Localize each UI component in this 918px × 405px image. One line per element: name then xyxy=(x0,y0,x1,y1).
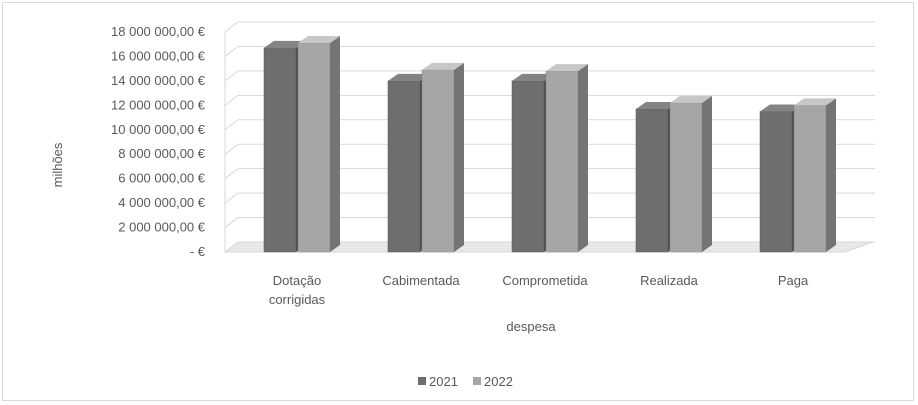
legend-item: 2022 xyxy=(473,374,513,389)
bar-2022-2 xyxy=(545,64,588,253)
y-tick-label: 12 000 000,00 € xyxy=(111,97,206,112)
x-axis-title: despesa xyxy=(506,319,556,334)
legend-label: 2022 xyxy=(484,374,513,389)
bar-top xyxy=(388,73,430,81)
y-tick-label: 16 000 000,00 € xyxy=(111,48,206,63)
bar-top xyxy=(636,102,678,109)
bar-front xyxy=(635,108,669,253)
bar-side xyxy=(330,36,340,252)
bar-top xyxy=(512,73,554,81)
bar-2022-3 xyxy=(669,95,712,253)
bar-front xyxy=(759,111,793,253)
y-tick-label: 8 000 000,00 € xyxy=(118,146,206,161)
gridline xyxy=(224,94,875,106)
bar-top xyxy=(298,36,340,43)
bar-side xyxy=(454,62,464,253)
bar-top xyxy=(760,104,802,112)
bar-2022-0 xyxy=(297,36,340,253)
bar-side xyxy=(578,64,588,252)
category-label: Realizada xyxy=(640,273,699,288)
y-axis-ticks: - € 2 000 000,00 € 4 000 000,00 € 6 000 000… xyxy=(111,24,206,259)
bar-top xyxy=(670,95,712,103)
y-tick-label: 10 000 000,00 € xyxy=(111,122,206,137)
bar-front xyxy=(511,80,545,253)
bar-top xyxy=(546,64,588,72)
bar-front xyxy=(793,105,827,253)
bar-top xyxy=(422,62,464,70)
category-label: Paga xyxy=(778,273,809,288)
y-tick-label: 4 000 000,00 € xyxy=(118,195,206,210)
bar-front xyxy=(545,70,579,253)
bar-top xyxy=(264,40,306,48)
y-tick-label: 18 000 000,00 € xyxy=(111,24,206,39)
y-tick-label: 14 000 000,00 € xyxy=(111,73,206,88)
bar-front xyxy=(297,42,331,253)
x-axis-categories: Dotação corrigidas Cabimentada Comprometida… xyxy=(269,273,809,307)
category-label: Dotação corrigidas xyxy=(269,273,326,307)
y-tick-label: 2 000 000,00 € xyxy=(118,220,206,235)
bar-top xyxy=(794,98,836,106)
legend: 2021 2022 xyxy=(418,374,513,389)
category-label: Comprometida xyxy=(502,273,588,288)
bar-front xyxy=(263,47,297,253)
gridline xyxy=(224,70,875,82)
legend-label: 2021 xyxy=(429,374,458,389)
bar-front xyxy=(669,102,703,253)
bar-front xyxy=(421,69,455,253)
bar-side xyxy=(702,95,712,252)
legend-item: 2021 xyxy=(418,374,458,389)
bar-2022-1 xyxy=(421,62,464,253)
bar-side xyxy=(826,98,836,252)
bar-front xyxy=(387,80,421,253)
gridline xyxy=(224,45,875,57)
category-label: Cabimentada xyxy=(382,273,460,288)
legend-swatch xyxy=(473,377,481,385)
y-axis-title: milhões xyxy=(50,142,65,187)
y-tick-label: 6 000 000,00 € xyxy=(118,171,206,186)
legend-swatch xyxy=(418,377,426,385)
bar-2022-4 xyxy=(793,98,836,253)
gridline xyxy=(224,21,875,33)
bars xyxy=(263,36,836,253)
y-tick-label: - € xyxy=(190,244,206,259)
